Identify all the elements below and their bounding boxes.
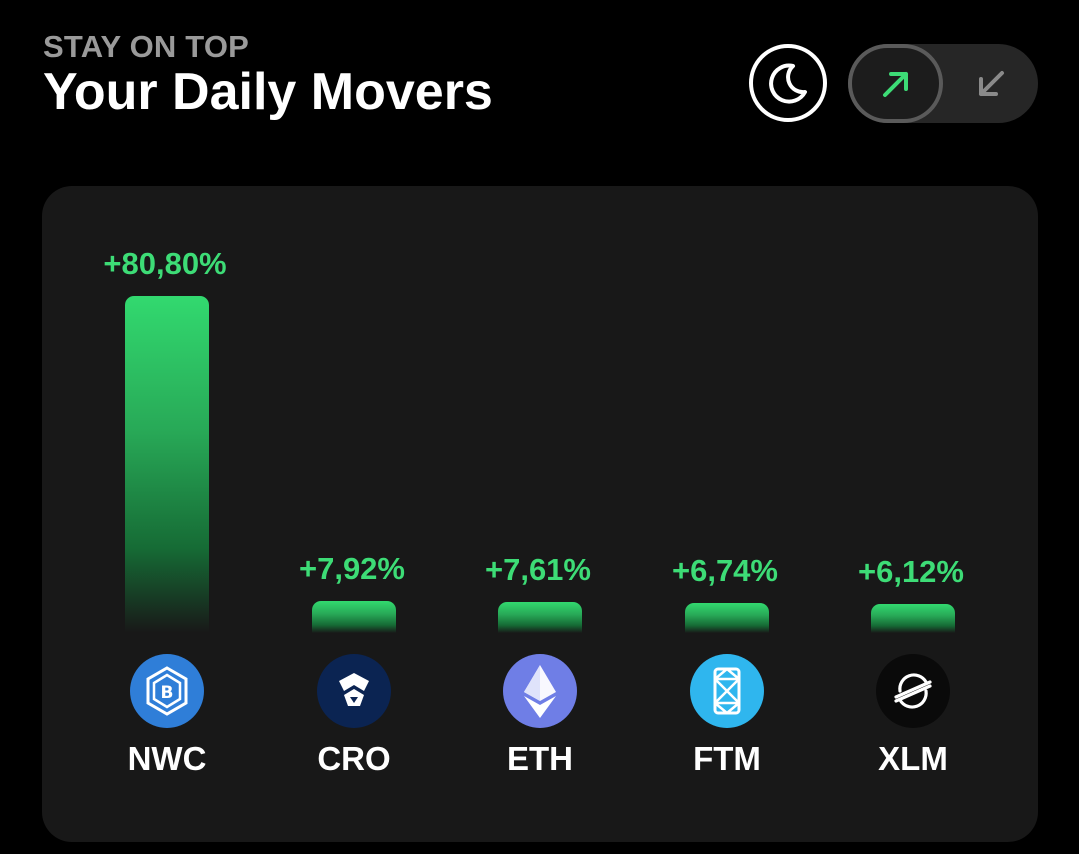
mover-bar xyxy=(685,603,769,633)
mover-change-label: +7,61% xyxy=(484,552,591,587)
page-title: Your Daily Movers xyxy=(43,63,493,121)
mover-change-label: +6,74% xyxy=(671,553,778,588)
gainers-button[interactable] xyxy=(848,44,943,123)
moon-icon xyxy=(769,63,807,104)
mover-bar xyxy=(498,602,582,633)
cronos-coin-icon xyxy=(317,654,391,728)
theme-toggle-button[interactable] xyxy=(749,44,827,122)
arrow-down-left-icon xyxy=(978,70,1004,96)
newscrypto-coin-icon: B xyxy=(130,654,204,728)
mover-change-label: +7,92% xyxy=(298,551,405,586)
movers-card: +80,80% B NWC +7,92% CRO +7,61% xyxy=(42,186,1038,842)
mover-ticker: CRO xyxy=(317,740,391,777)
fantom-coin-icon xyxy=(690,654,764,728)
mover-ticker: NWC xyxy=(127,740,207,777)
mover-change-label: +6,12% xyxy=(857,554,964,589)
mover-change-label: +80,80% xyxy=(103,246,227,281)
svg-text:B: B xyxy=(161,683,174,703)
mover-bar xyxy=(312,601,396,633)
stellar-coin-icon xyxy=(876,654,950,728)
mover-bar xyxy=(125,296,209,633)
movers-direction-toggle xyxy=(848,44,1038,123)
ethereum-coin-icon xyxy=(503,654,577,728)
header-eyebrow: STAY ON TOP xyxy=(43,29,250,64)
arrow-up-right-icon xyxy=(882,71,908,97)
mover-ticker: ETH xyxy=(507,740,573,777)
mover-ticker: XLM xyxy=(878,740,948,777)
losers-button[interactable] xyxy=(943,44,1038,123)
mover-bar xyxy=(871,604,955,633)
mover-ticker: FTM xyxy=(693,740,761,777)
